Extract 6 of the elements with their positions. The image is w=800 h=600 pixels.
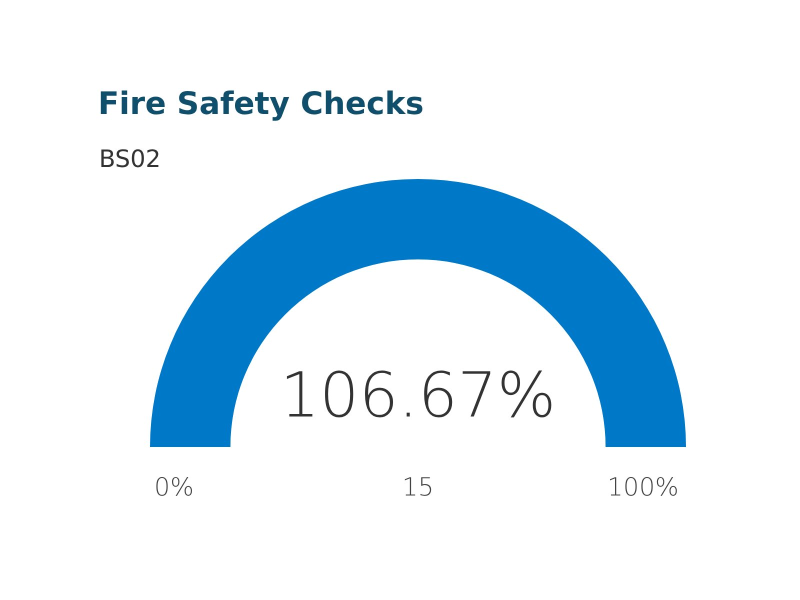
chart-title: Fire Safety Checks <box>98 86 424 122</box>
text: 15 <box>402 472 434 502</box>
chart-subtitle: BS02 <box>99 145 161 173</box>
text: 100% <box>607 472 679 502</box>
text: 106.67% <box>280 358 556 432</box>
text: 0% <box>154 472 194 502</box>
